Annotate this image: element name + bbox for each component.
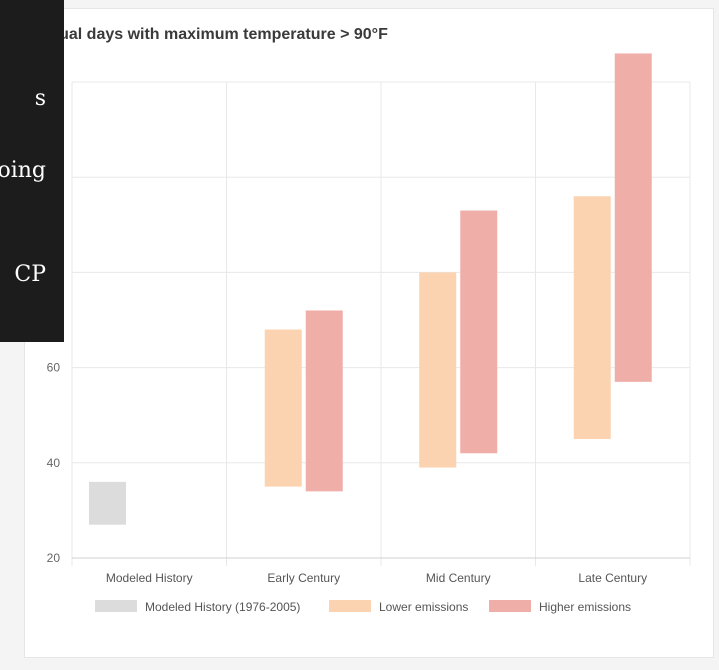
y-tick-label: 40 [47, 456, 61, 470]
x-tick-label: Mid Century [426, 571, 491, 585]
legend-swatch [95, 600, 137, 612]
y-tick-label: 20 [47, 551, 61, 565]
legend-label: Higher emissions [539, 600, 631, 614]
overlay-line-1: s [34, 86, 46, 111]
legend-label: Lower emissions [379, 600, 468, 614]
bar-higher-emissions [614, 53, 652, 382]
x-tick-label: Early Century [267, 571, 340, 585]
legend-swatch [489, 600, 531, 612]
y-tick-label: 60 [47, 361, 61, 375]
legend-label: Modeled History (1976-2005) [145, 600, 300, 614]
side-overlay-panel: s oing CP [0, 0, 64, 342]
overlay-line-2: oing [0, 158, 46, 183]
x-tick-label: Modeled History [106, 571, 193, 585]
chart-title: Annual days with maximum temperature > 9… [28, 26, 388, 43]
bar-higher-emissions [460, 210, 498, 454]
overlay-line-4: CP [14, 262, 46, 287]
bar-higher-emissions [305, 310, 343, 492]
bar-lower-emissions [419, 272, 457, 468]
bar-lower-emissions [264, 329, 302, 487]
bar-lower-emissions [573, 196, 611, 439]
x-tick-label: Late Century [578, 571, 647, 585]
bar-modeled-history-1976-2005 [89, 481, 126, 525]
legend-swatch [329, 600, 371, 612]
